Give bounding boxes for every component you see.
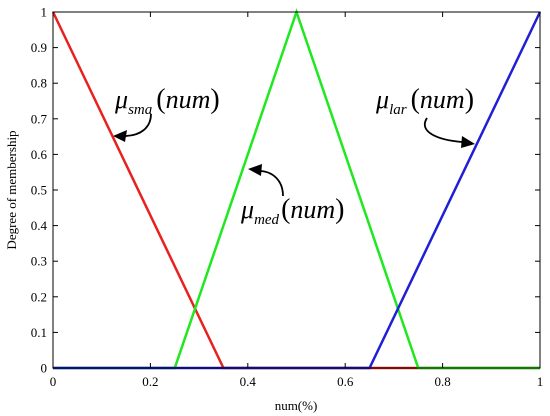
annotation-med-symbol: μ [240,195,254,224]
y-tick-label: 0.5 [31,183,47,198]
svg-text:μmed(num): μmed(num) [240,194,345,228]
x-tick-label: 1 [537,374,544,389]
svg-text:μlar(num): μlar (num) [375,84,474,118]
annotation-sma-argument: num [166,85,211,114]
annotation-sma: μsma (num) [113,84,220,142]
y-tick-label: 0.9 [31,40,47,55]
annotation-med-arrowhead [248,164,262,176]
y-tick-label: 0.7 [31,111,48,126]
annotation-sma-symbol: μ [114,85,128,114]
x-tick-label: 0.6 [337,374,354,389]
y-tick-label: 0.2 [31,289,47,304]
annotation-lar-symbol: μ [375,85,389,114]
y-tick-label: 0.6 [31,147,48,162]
ticks-layer: 0 0.2 0.4 0.6 0.8 1 0 0.1 0.2 0.3 0.4 0.5 0.6 0.7 0.8 0… [31,5,544,390]
y-tick-label: 1 [41,5,48,20]
annotation-med-subscript: med [254,212,279,228]
svg-text:μsma(num): μsma (num) [114,84,220,118]
x-tick-label: 0 [50,374,57,389]
annotation-med: μmed(num) [240,164,345,228]
annotation-sma-subscript: sma [128,102,152,118]
y-tick-label: 0.8 [31,76,47,91]
annotation-sma-arrowhead [113,130,127,142]
x-axis-label: num(%) [275,398,318,413]
y-tick-label: 0 [41,361,48,376]
annotation-lar-arrow [424,117,463,143]
plot-area [53,12,540,368]
annotation-med-arrow [258,170,284,197]
x-tick-label: 0.4 [240,374,257,389]
annotation-lar-arrowhead [461,136,475,148]
annotation-med-argument: num [290,195,335,224]
y-tick-label: 0.3 [31,254,47,269]
annotation-sma-arrow [123,113,152,137]
annotation-lar-argument: num [420,85,465,114]
annotation-lar-subscript: lar [389,102,407,118]
x-tick-label: 0.2 [142,374,158,389]
annotation-lar: μlar (num) [375,84,475,148]
x-tick-label: 0.8 [434,374,450,389]
y-tick-label: 0.4 [31,218,48,233]
y-tick-label: 0.1 [31,325,47,340]
y-axis-label: Degree of membership [4,130,19,249]
